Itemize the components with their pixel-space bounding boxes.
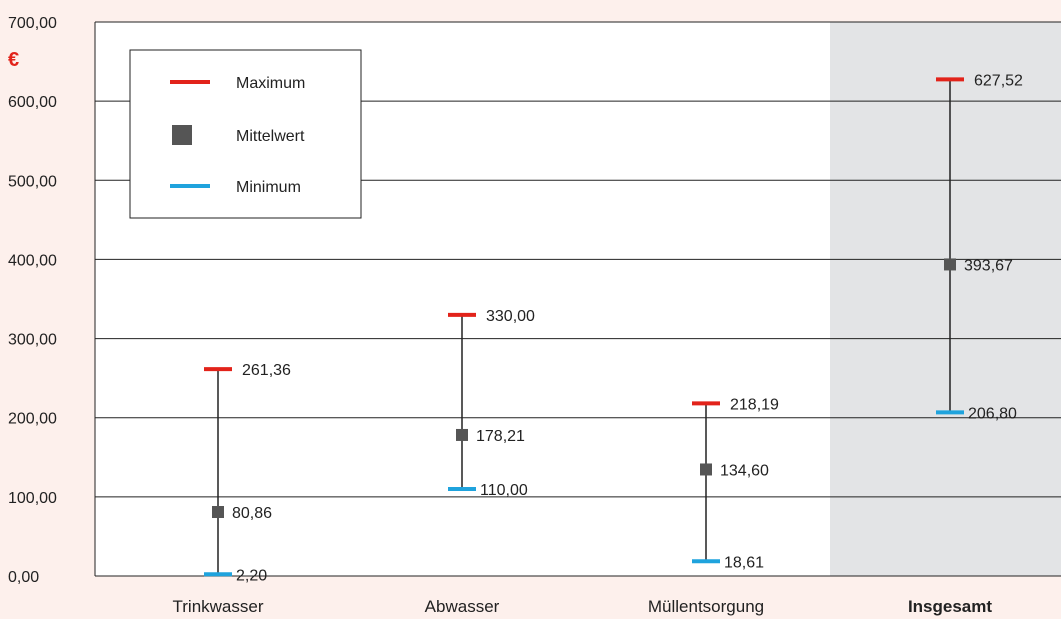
legend-box	[129, 49, 362, 219]
y-tick-label: 100,00	[8, 490, 57, 507]
y-tick-label: 300,00	[8, 332, 57, 349]
maximum-value-label: 218,19	[730, 396, 779, 413]
x-category-label: Trinkwasser	[173, 597, 264, 616]
x-category-label: Insgesamt	[908, 597, 992, 616]
data-marks: 261,36 80,86 2,20 330,00 178,21 110,00 218,19 1…	[204, 72, 1023, 584]
maximum-value-label: 627,52	[974, 72, 1023, 89]
maximum-value-label: 261,36	[242, 362, 291, 379]
maximum-value-label: 330,00	[486, 308, 535, 325]
minimum-value-label: 110,00	[480, 482, 528, 499]
minimum-value-label: 2,20	[236, 567, 267, 584]
legend-maximum-label: Maximum	[236, 75, 305, 92]
x-axis-categories: Trinkwasser Abwasser Müllentsorgung Insgesa…	[173, 597, 993, 616]
y-tick-label: 500,00	[8, 173, 57, 190]
highlight-column	[830, 22, 1061, 576]
y-tick-label: 600,00	[8, 94, 57, 111]
legend-mittelwert-marker	[172, 125, 192, 145]
mittelwert-marker	[212, 506, 224, 519]
legend: Maximum Mittelwert Minimum	[129, 49, 362, 219]
y-tick-label: 400,00	[8, 252, 57, 269]
minimum-value-label: 18,61	[724, 554, 764, 571]
mittelwert-marker	[700, 463, 712, 476]
mittelwert-value-label: 393,67	[964, 257, 1013, 274]
x-category-label: Abwasser	[425, 597, 500, 616]
x-category-label: Müllentsorgung	[648, 597, 764, 616]
legend-minimum-label: Minimum	[236, 179, 301, 196]
y-axis-unit: €	[8, 49, 19, 71]
mittelwert-marker	[944, 258, 956, 271]
y-tick-label: 700,00	[8, 15, 57, 32]
mittelwert-value-label: 178,21	[476, 428, 525, 445]
y-axis-ticks: 0,00 100,00 200,00 300,00 400,00 500,00 600,00…	[8, 15, 57, 586]
mittelwert-value-label: 80,86	[232, 505, 272, 522]
y-tick-label: 0,00	[8, 569, 39, 586]
legend-mittelwert-label: Mittelwert	[236, 128, 305, 145]
y-tick-label: 200,00	[8, 411, 57, 428]
mittelwert-value-label: 134,60	[720, 462, 769, 479]
minimum-value-label: 206,80	[968, 405, 1017, 422]
gridlines	[94, 21, 1061, 577]
mittelwert-marker	[456, 428, 468, 441]
